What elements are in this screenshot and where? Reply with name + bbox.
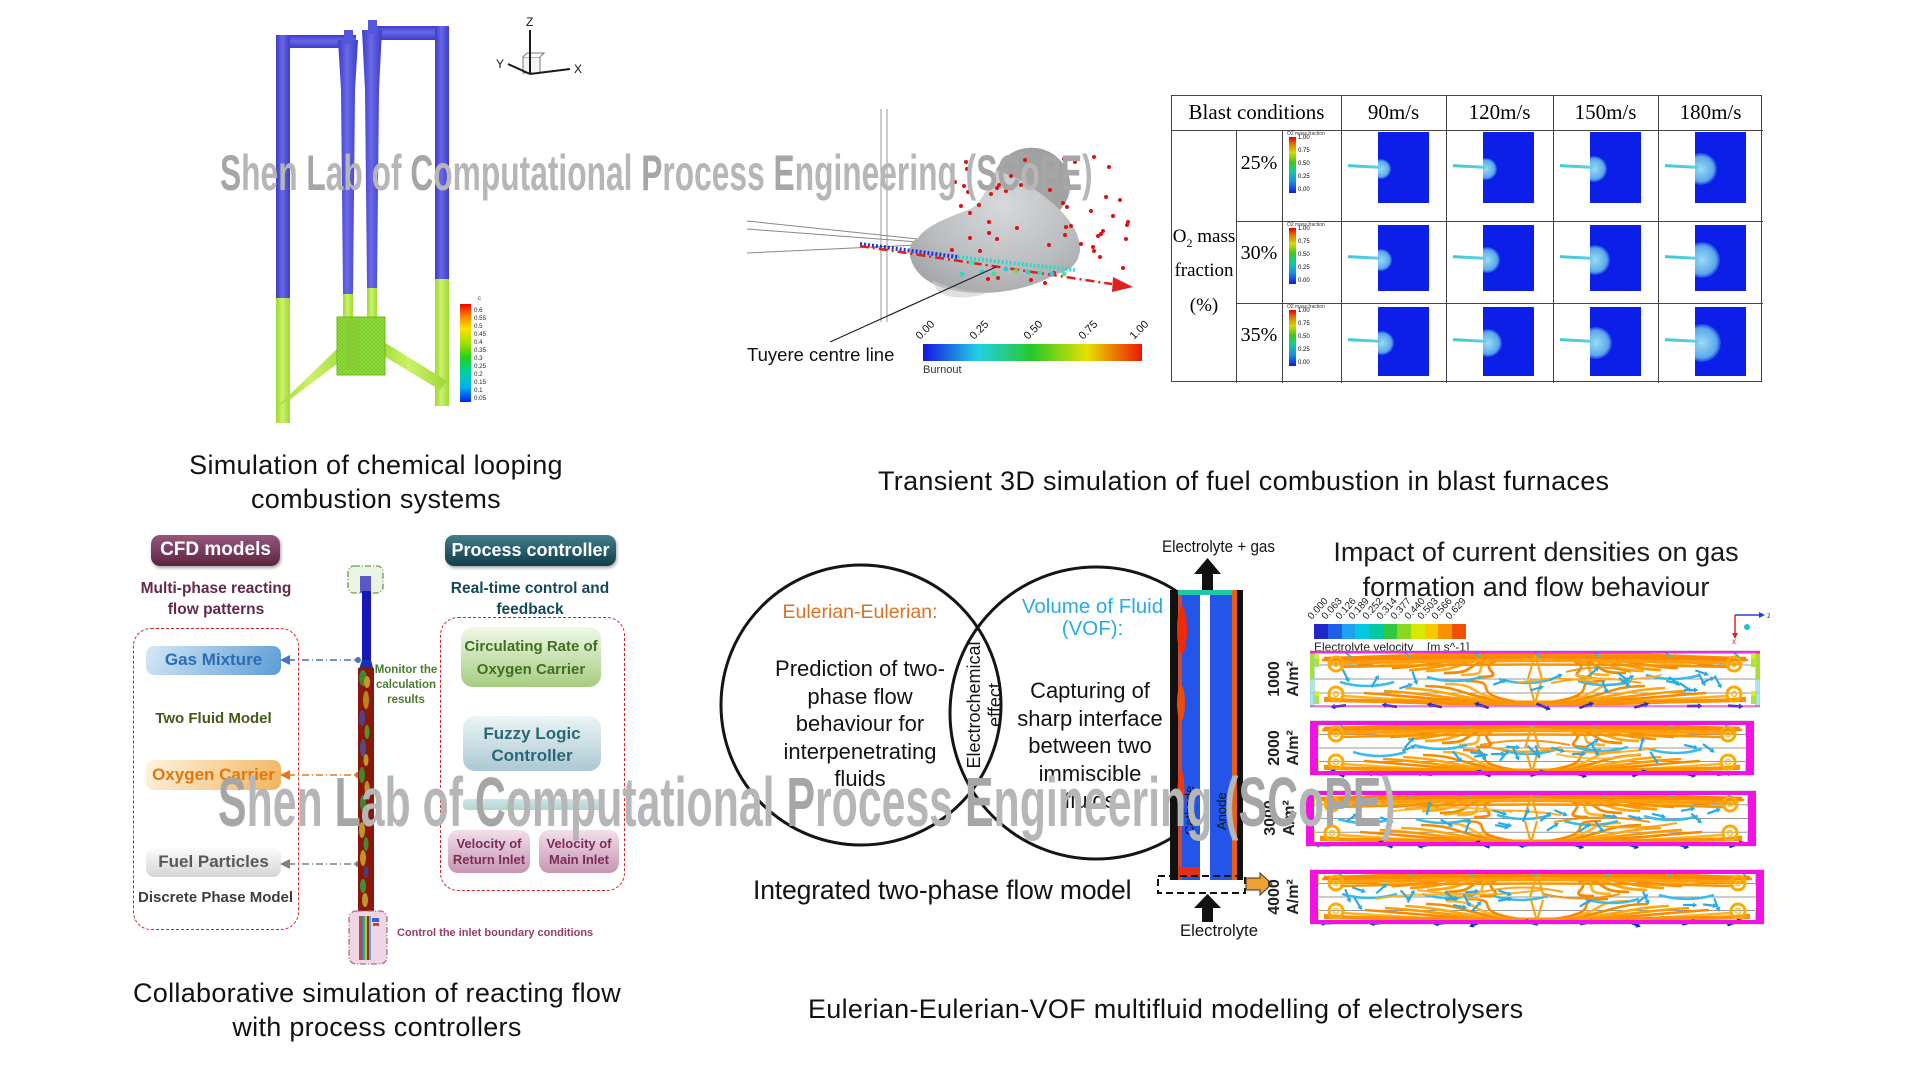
svg-text:0.4: 0.4 <box>474 339 483 346</box>
svg-text:0.05: 0.05 <box>474 395 487 402</box>
svg-text:0.55: 0.55 <box>474 315 487 322</box>
svg-text:Tuyere centre line: Tuyere centre line <box>747 344 894 365</box>
svg-text:Anode: Anode <box>1214 792 1229 830</box>
svg-text:0.00: 0.00 <box>914 318 938 342</box>
svg-text:Burnout: Burnout <box>923 364 962 376</box>
svg-text:Y: Y <box>496 57 504 71</box>
svg-text:0.2: 0.2 <box>474 371 483 378</box>
svg-text:z: z <box>1767 611 1770 620</box>
svg-text:Z: Z <box>526 15 533 29</box>
svg-text:x: x <box>1732 637 1736 645</box>
svg-text:1.00: 1.00 <box>1128 318 1152 342</box>
svg-text:0.25: 0.25 <box>968 318 992 342</box>
svg-text:0.3: 0.3 <box>474 355 483 362</box>
svg-text:Electrolyte: Electrolyte <box>1180 921 1258 940</box>
svg-text:c: c <box>478 296 481 302</box>
svg-text:0.50: 0.50 <box>1022 318 1046 342</box>
svg-text:Cathode: Cathode <box>1182 786 1197 835</box>
svg-text:Electrolyte + gas: Electrolyte + gas <box>1162 537 1275 556</box>
svg-text:0.5: 0.5 <box>474 323 483 330</box>
svg-text:X: X <box>574 62 582 76</box>
svg-text:0.6: 0.6 <box>474 307 483 314</box>
svg-text:0.15: 0.15 <box>474 379 487 386</box>
svg-text:0.45: 0.45 <box>474 331 487 338</box>
svg-text:0.1: 0.1 <box>474 387 483 394</box>
svg-text:0.35: 0.35 <box>474 347 487 354</box>
svg-text:0.75: 0.75 <box>1077 318 1101 342</box>
svg-text:0.25: 0.25 <box>474 363 487 370</box>
